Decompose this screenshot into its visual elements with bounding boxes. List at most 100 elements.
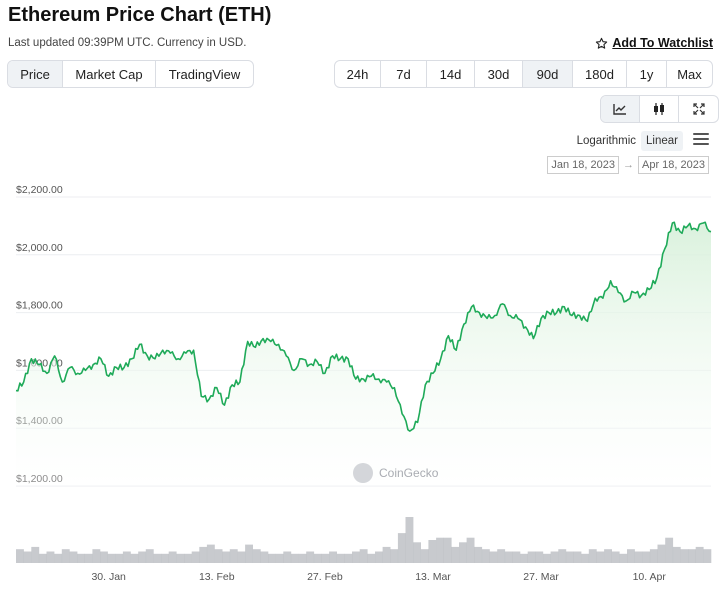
volume-bar [504, 551, 513, 563]
volume-bar [306, 551, 315, 563]
range-14d[interactable]: 14d [427, 61, 475, 87]
volume-bar [405, 517, 414, 563]
line-chart-icon [613, 104, 626, 115]
volume-bar [122, 551, 131, 563]
volume-bar [375, 551, 383, 563]
linear-option[interactable]: Linear [641, 131, 683, 151]
volume-bar [535, 551, 544, 563]
volume-bar [130, 553, 139, 563]
price-area [16, 222, 711, 487]
volume-bar [619, 553, 628, 563]
volume-bar [84, 553, 93, 563]
volume-bar [543, 553, 551, 563]
volume-bar [390, 549, 399, 563]
volume-bar [16, 549, 24, 563]
volume-bar [61, 549, 70, 563]
volume-bar [596, 551, 605, 563]
volume-bar [168, 551, 177, 563]
y-tick-label: $2,200.00 [16, 184, 63, 196]
volume-bar [703, 549, 712, 563]
volume-bar [153, 553, 162, 563]
volume-bar [527, 551, 536, 563]
volume-bar [237, 551, 246, 563]
tab-market-cap[interactable]: Market Cap [63, 61, 156, 87]
x-tick-label: 30. Jan [91, 571, 126, 583]
candlestick-icon [654, 103, 664, 115]
volume-bar [336, 553, 345, 563]
volume-bar [31, 546, 40, 563]
volume-bar [649, 549, 658, 563]
tab-price[interactable]: Price [8, 61, 63, 87]
date-to-input[interactable]: Apr 18, 2023 [638, 156, 709, 174]
range-30d[interactable]: 30d [475, 61, 523, 87]
volume-bar [397, 533, 406, 563]
volume-bar [481, 549, 490, 563]
range-max[interactable]: Max [677, 66, 702, 82]
volume-bar [115, 553, 124, 563]
x-tick-label: 27. Mar [523, 571, 559, 583]
volume-bar [466, 537, 475, 563]
volume-bar [497, 549, 506, 563]
volume-bar [229, 549, 238, 563]
range-tabs: 24h 7d 14d 30d 90d 180d 1y Max [334, 60, 713, 88]
last-updated-text: Last updated 09:39PM UTC. Currency in US… [8, 37, 247, 49]
coingecko-watermark: CoinGecko [353, 463, 439, 483]
x-tick-label: 10. Apr [633, 571, 667, 583]
volume-bar [489, 551, 498, 563]
volume-bar [565, 551, 574, 563]
volume-bar [38, 553, 47, 563]
y-tick-label: $1,800.00 [16, 300, 63, 312]
volume-bar [107, 553, 116, 563]
date-from-input[interactable]: Jan 18, 2023 [547, 156, 619, 174]
line-chart-button[interactable] [601, 96, 640, 122]
volume-bar [680, 549, 689, 563]
x-tick-label: 27. Feb [307, 571, 343, 583]
coingecko-logo-icon [353, 463, 373, 483]
volume-bar [558, 549, 567, 563]
star-icon [596, 37, 608, 49]
volume-bar [642, 551, 651, 563]
volume-bar [573, 551, 582, 563]
range-7d[interactable]: 7d [381, 61, 427, 87]
volume-bar [520, 553, 528, 563]
candlestick-button[interactable] [640, 96, 679, 122]
fullscreen-button[interactable] [679, 96, 718, 122]
volume-bar [252, 549, 261, 563]
volume-bar [413, 542, 421, 563]
range-90d[interactable]: 90d [523, 61, 573, 87]
volume-bar [611, 551, 620, 563]
hamburger-menu-icon[interactable] [693, 133, 709, 145]
volume-bar [199, 546, 208, 563]
chart-type-toggle [600, 95, 719, 123]
y-tick-label: $2,000.00 [16, 242, 63, 254]
add-to-watchlist-label: Add To Watchlist [612, 36, 713, 50]
volume-bar [268, 553, 276, 563]
volume-bar [344, 553, 353, 563]
volume-bar [581, 553, 590, 563]
volume-bar [206, 544, 215, 563]
volume-bar [275, 553, 284, 563]
volume-bar [588, 549, 597, 563]
volume-bar [657, 544, 666, 563]
volume-bar [23, 551, 32, 563]
x-tick-label: 13. Feb [199, 571, 235, 583]
add-to-watchlist-link[interactable]: Add To Watchlist [595, 36, 713, 50]
logarithmic-option[interactable]: Logarithmic [576, 135, 637, 147]
volume-bar [290, 553, 299, 563]
volume-bar [92, 549, 101, 563]
volume-bar [604, 549, 612, 563]
x-tick-label: 13. Mar [415, 571, 451, 583]
volume-bar [298, 553, 307, 563]
volume-bar [222, 551, 231, 563]
range-24h[interactable]: 24h [335, 61, 381, 87]
volume-bar [420, 549, 429, 563]
range-180d[interactable]: 180d [573, 61, 627, 87]
volume-bar [428, 540, 437, 563]
page-title: Ethereum Price Chart (ETH) [8, 4, 272, 26]
range-1y[interactable]: 1y [627, 61, 667, 87]
tab-tradingview[interactable]: TradingView [168, 66, 241, 82]
volume-bar [260, 551, 269, 563]
volume-bar [436, 537, 444, 563]
date-range: Jan 18, 2023 → Apr 18, 2023 [547, 156, 709, 174]
volume-bar [54, 553, 63, 563]
